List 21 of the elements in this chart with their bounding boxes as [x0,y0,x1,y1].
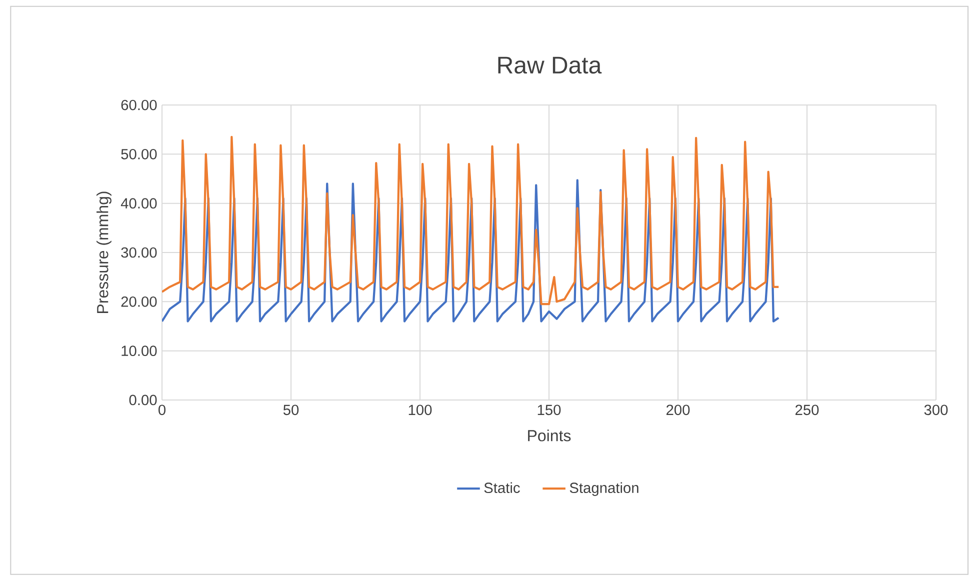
x-tick-label: 50 [283,404,299,416]
y-tick-label: 50.00 [121,148,157,160]
y-tick-label: 10.00 [122,346,157,356]
y-tick-label: 0.00 [129,394,157,406]
legend-label: Stagnation [570,482,638,496]
y-axis-title: Pressure (mmhg) [96,192,112,313]
line-series [162,179,780,322]
chart-title: Raw Data [498,56,602,74]
y-tick-label: 60.00 [121,100,157,110]
x-axis-title: Points [528,430,571,442]
legend-label: Static [484,482,520,494]
x-tick-label: 100 [408,404,432,416]
x-tick-label: 300 [924,404,948,416]
x-tick-label: 200 [666,404,690,416]
line-series [162,136,780,306]
x-tick-label: 250 [796,404,819,416]
x-tick-label: 150 [538,404,561,416]
y-tick-label: 40.00 [120,198,157,209]
y-tick-label: 20.00 [121,296,157,307]
x-tick-label: 0 [158,404,166,416]
y-tick-label: 30.00 [121,247,157,258]
